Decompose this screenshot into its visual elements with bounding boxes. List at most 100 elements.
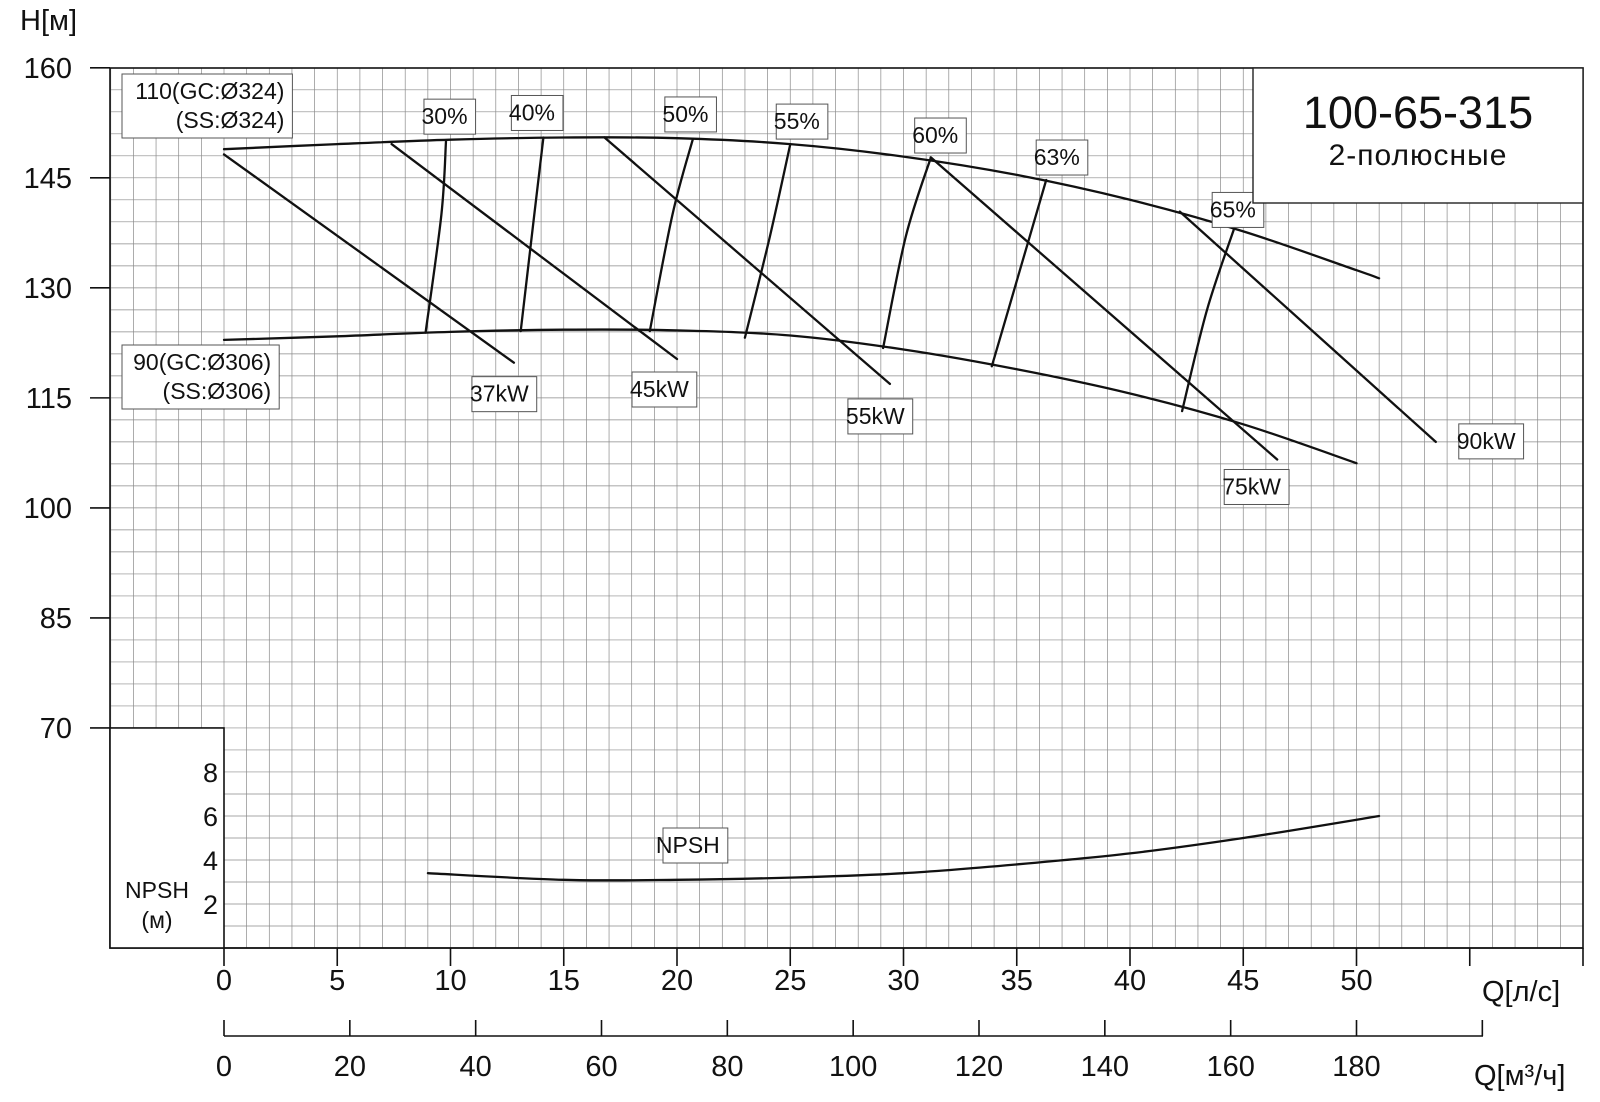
x-tick-label: 0 (216, 965, 232, 997)
efficiency-label-60pct: 60% (912, 117, 967, 154)
power-label-75kW-box (1223, 468, 1290, 505)
npsh-axis-box (109, 727, 225, 949)
efficiency-label-55pct: 55% (774, 103, 829, 140)
efficiency-label-30pct-box (423, 98, 477, 135)
y-axis-label: H[м] (20, 5, 77, 37)
npsh-curve (426, 814, 1381, 882)
npsh-curve-label: NPSH (656, 827, 729, 864)
efficiency-label-40pct-text: 40% (509, 99, 555, 125)
efficiency-label-50pct-text: 50% (662, 101, 708, 127)
title-box (1252, 67, 1584, 204)
y-tick-label: 100 (24, 493, 72, 525)
head-curve-1 (222, 328, 1358, 465)
head-curve-label-1-box (121, 344, 280, 410)
power-label-75kW-text: 75kW (1222, 473, 1281, 499)
x-tick-label: 35 (1001, 965, 1033, 997)
grid (109, 67, 1584, 949)
npsh-tick-label: 2 (203, 890, 218, 920)
efficiency-label-40pct: 40% (509, 94, 564, 131)
x2-tick-label: 100 (829, 1051, 877, 1083)
x-axis-label: Q[л/с] (1482, 976, 1560, 1008)
x2-axis-label: Q[м³/ч] (1474, 1060, 1565, 1092)
power-label-90kW-box (1458, 423, 1525, 460)
efficiency-label-60pct-text: 60% (912, 122, 958, 148)
npsh-tick-label: 6 (203, 802, 218, 832)
efficiency-line-60pct (881, 156, 932, 350)
x2-tick-label: 20 (334, 1051, 366, 1083)
power-label-90kW-text: 90kW (1457, 428, 1516, 454)
power-label-37kW-box (471, 376, 538, 413)
head-curve-0 (222, 136, 1381, 280)
power-label-55kW-text: 55kW (846, 403, 905, 429)
x2-tick-label: 160 (1206, 1051, 1254, 1083)
npsh-tick-label: 8 (203, 758, 218, 788)
efficiency-label-55pct-text: 55% (774, 108, 820, 134)
efficiency-label-65pct-text: 65% (1210, 196, 1256, 222)
x2-tick-label: 180 (1332, 1051, 1380, 1083)
y-tick-label: 115 (26, 383, 72, 415)
power-label-45kW: 45kW (630, 371, 698, 408)
npsh-axis-label: NPSH (125, 877, 189, 903)
x2-tick-label: 60 (585, 1051, 617, 1083)
x-tick-label: 15 (548, 965, 580, 997)
efficiency-label-55pct-box (775, 103, 829, 140)
x2-tick-label: 140 (1081, 1051, 1129, 1083)
power-line-75kW (929, 156, 1279, 461)
x2-tick-label: 120 (955, 1051, 1003, 1083)
efficiency-label-30pct-text: 30% (422, 103, 468, 129)
npsh-curve-label-box (662, 827, 729, 864)
y-tick-label: 145 (24, 163, 72, 195)
x-tick-label: 25 (774, 965, 806, 997)
power-line-55kW (603, 136, 892, 386)
x-tick-label: 20 (661, 965, 693, 997)
chart-subtitle: 2-полюсные (1329, 139, 1508, 172)
head-curve-label-0-text: (SS:Ø324) (176, 107, 285, 133)
x-tick-label: 40 (1114, 965, 1146, 997)
power-label-90kW: 90kW (1457, 423, 1525, 460)
efficiency-label-30pct: 30% (422, 98, 477, 135)
power-label-55kW-box (847, 398, 914, 435)
x2-tick-label: 40 (460, 1051, 492, 1083)
npsh-tick-label: 4 (203, 846, 218, 876)
power-line-45kW (390, 142, 679, 361)
power-label-37kW-text: 37kW (470, 381, 529, 407)
efficiency-label-40pct-box (510, 94, 564, 131)
efficiency-label-60pct-box (914, 117, 967, 154)
power-label-45kW-text: 45kW (630, 376, 689, 402)
npsh-axis-unit: (м) (141, 907, 172, 933)
y-tick-label: 85 (40, 603, 72, 635)
efficiency-label-50pct-box (664, 96, 717, 133)
power-line-37kW (222, 153, 516, 364)
power-line-90kW (1178, 210, 1437, 444)
x2-tick-label: 80 (711, 1051, 743, 1083)
x-tick-label: 10 (434, 965, 466, 997)
chart-title: 100-65-315 (1303, 87, 1533, 138)
efficiency-label-50pct: 50% (662, 96, 717, 133)
x-tick-label: 50 (1340, 965, 1372, 997)
head-curve-label-1: 90(GC:Ø306) (SS:Ø306) (121, 344, 280, 410)
x2-tick-label: 0 (216, 1051, 232, 1083)
efficiency-label-63pct-text: 63% (1034, 144, 1080, 170)
efficiency-line-63pct (990, 178, 1048, 368)
power-label-75kW: 75kW (1222, 468, 1290, 505)
y-tick-label: 160 (24, 53, 72, 85)
efficiency-line-40pct (519, 136, 545, 333)
head-curve-label-0: 110(GC:Ø324) (SS:Ø324) (121, 73, 293, 139)
x-tick-label: 45 (1227, 965, 1259, 997)
head-curve-label-1-text: (SS:Ø306) (163, 378, 272, 404)
power-label-55kW: 55kW (846, 398, 914, 435)
npsh-curve-label-text: NPSH (656, 832, 720, 858)
curves (222, 136, 1437, 882)
power-label-45kW-box (631, 371, 698, 408)
x-tick-label: 30 (887, 965, 919, 997)
efficiency-line-55pct (743, 142, 792, 339)
efficiency-line-50pct (648, 137, 695, 333)
y-tick-label: 70 (40, 713, 72, 745)
efficiency-line-65pct (1180, 227, 1236, 413)
labels: 110(GC:Ø324) (SS:Ø324) 90(GC:Ø306) (SS:Ø306… (121, 73, 1525, 864)
head-curve-label-0-box (121, 73, 293, 139)
efficiency-label-63pct: 63% (1034, 139, 1089, 176)
head-curve-label-0-text: 110(GC:Ø324) (135, 78, 284, 104)
